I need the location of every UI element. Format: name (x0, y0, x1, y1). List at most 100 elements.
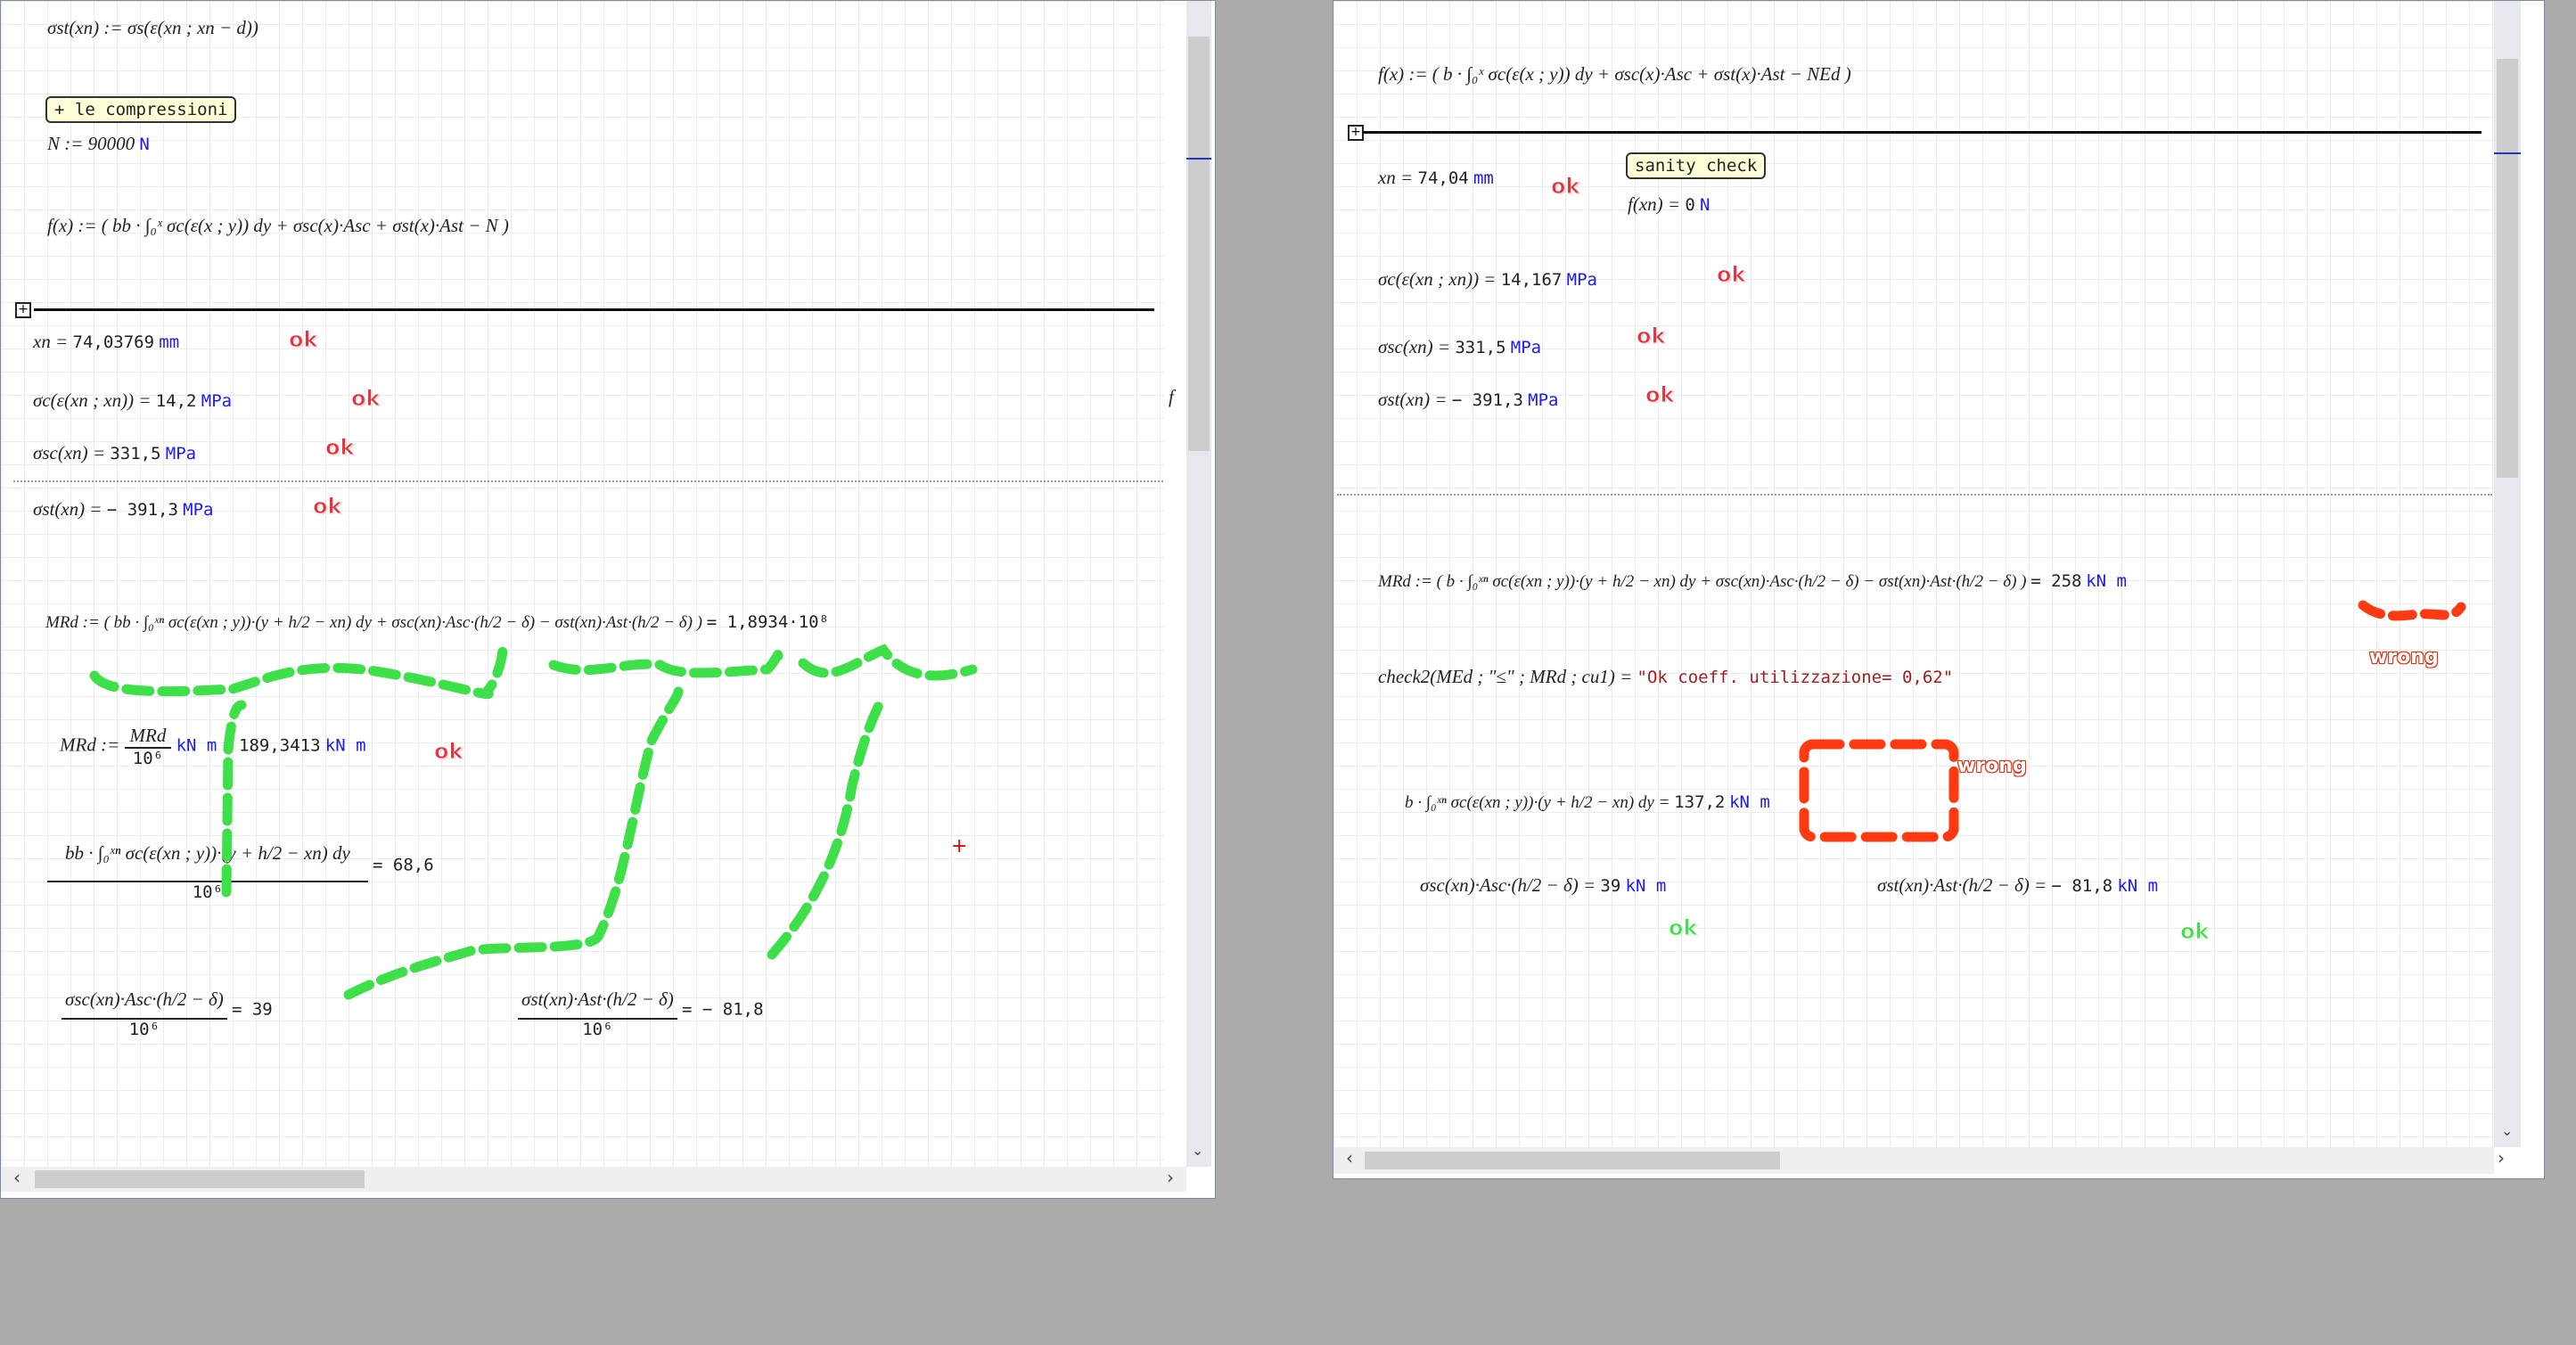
mrd-value: = 258 (2030, 571, 2082, 591)
left-worksheet[interactable]: σst(xn) := σs(ε(xn ; xn − d)) + le compr… (1, 1, 1164, 1167)
sc-term-value: = 39 (231, 999, 273, 1020)
page-marker (1186, 158, 1211, 160)
xn-unit: mm (1473, 168, 1494, 188)
mrd-conv-label: MRd := (60, 734, 120, 756)
mrd-definition[interactable]: MRd := ( bb · ∫₀ˣⁿ σc(ε(xn ; y))·(y + h/… (45, 612, 829, 633)
fxn-value: 0 (1685, 195, 1695, 215)
sigma-sc-result[interactable]: σsc(xn) = 331,5 MPa (33, 442, 196, 464)
ok-stamp-mrd: ok (433, 739, 464, 765)
scroll-down-arrow-icon[interactable]: ⌄ (2501, 1122, 2514, 1139)
sigma-st-label: σst(xn) = (33, 498, 107, 520)
mrd-definition[interactable]: MRd := ( b · ∫₀ˣⁿ σc(ε(xn ; y))·(y + h/2… (1378, 571, 2127, 592)
fraction-numerator: MRd (124, 725, 172, 749)
integral-term-fraction[interactable]: bb · ∫₀ˣⁿ σc(ε(xn ; y))·(y + h/2 − xn) d… (47, 830, 434, 902)
sigma-sc-result[interactable]: σsc(xn) = 331,5 MPa (1378, 336, 1541, 358)
sigma-st-label: σst(xn) = (1378, 389, 1452, 410)
mpa-unit: MPa (201, 391, 233, 411)
right-vertical-scroll-thumb[interactable] (2497, 59, 2518, 478)
mrd-conv-value: 189,3413 (239, 735, 321, 756)
sigma-c-value: 14,2 (155, 391, 197, 411)
xn-result[interactable]: xn = 74,04 mm (1378, 167, 1494, 189)
scroll-left-arrow-icon[interactable]: ‹ (13, 1167, 21, 1188)
ok-stamp-xn: ok (1550, 174, 1580, 200)
sigma-c-label: σc(ε(xn ; xn)) = (33, 390, 156, 411)
scroll-right-arrow-icon[interactable]: › (1167, 1167, 1174, 1188)
right-horizontal-scrollbar[interactable]: ‹ › (1333, 1147, 2505, 1174)
ok-stamp-sigma-st: ok (312, 494, 342, 520)
mpa-unit: MPa (1566, 270, 1597, 290)
scroll-right-arrow-icon[interactable]: › (2498, 1147, 2505, 1169)
note-sanity-check[interactable]: sanity check (1626, 152, 1767, 179)
st-term-value: = − 81,8 (682, 999, 764, 1020)
integral-term-expr: b · ∫₀ˣⁿ σc(ε(xn ; y))·(y + h/2 − xn) dy… (1405, 793, 1675, 812)
ok-stamp-sigma-sc: ok (1636, 324, 1666, 349)
right-worksheet[interactable]: f(x) := ( b · ∫₀ˣ σc(ε(x ; y)) dy + σsc(… (1333, 1, 2494, 1147)
integral-term[interactable]: b · ∫₀ˣⁿ σc(ε(xn ; y))·(y + h/2 − xn) dy… (1405, 792, 1770, 813)
fxn-result[interactable]: f(xn) = 0 N (1628, 193, 1710, 216)
st-term-fraction[interactable]: σst(xn)·Ast·(h/2 − δ) 10⁶ = − 81,8 (518, 981, 764, 1039)
wrong-stamp-integral: wrong (1957, 755, 2027, 777)
mrd-def-text: MRd := ( b · ∫₀ˣⁿ σc(ε(xn ; y))·(y + h/2… (1378, 572, 2027, 591)
xn-value: 74,03769 (72, 332, 155, 352)
scroll-down-arrow-icon[interactable]: ⌄ (1192, 1142, 1204, 1159)
f-definition[interactable]: f(x) := ( b · ∫₀ˣ σc(ε(x ; y)) dy + σsc(… (1378, 63, 1851, 85)
note-le-compressioni[interactable]: + le compressioni (45, 96, 237, 123)
integral-fraction: bb · ∫₀ˣⁿ σc(ε(xn ; y))·(y + h/2 − xn) d… (47, 830, 368, 902)
mrd-conversion[interactable]: MRd := MRd 10⁶ kN m = 189,3413 kN m (60, 725, 366, 768)
sigma-st-value: − 391,3 (1451, 390, 1523, 410)
knm-unit: kN m (324, 735, 366, 756)
ok-stamp-sigma-st: ok (1645, 382, 1675, 408)
check2-value: "Ok coeff. utilizzazione= 0,62" (1637, 668, 1954, 687)
right-vertical-scrollbar[interactable]: ⌄ (2494, 1, 2521, 1147)
fraction-numerator: σst(xn)·Ast·(h/2 − δ) (518, 981, 677, 1020)
sigma-st-result[interactable]: σst(xn) = − 391,3 MPa (1378, 389, 1559, 411)
sigma-sc-label: σsc(xn) = (33, 442, 111, 463)
sigma-c-result[interactable]: σc(ε(xn ; xn)) = 14,167 MPa (1378, 268, 1597, 291)
n-definition[interactable]: N := 90000 N (47, 133, 150, 155)
insertion-crosshair: + (951, 835, 968, 857)
mpa-unit: MPa (1528, 390, 1559, 410)
sc-term-fraction[interactable]: σsc(xn)·Asc·(h/2 − δ) 10⁶ = 39 (62, 981, 273, 1039)
left-horizontal-scrollbar[interactable]: ‹ › (1, 1167, 1186, 1192)
xn-value: 74,04 (1417, 168, 1469, 188)
mpa-unit: MPa (1510, 338, 1542, 357)
integral-term-value: = 68,6 (373, 855, 434, 875)
region-expand-icon[interactable]: + (15, 302, 31, 318)
xn-unit: mm (159, 332, 180, 352)
xn-label: xn = (33, 331, 73, 352)
fraction-denominator: 10⁶ (128, 1020, 160, 1039)
mpa-unit: MPa (183, 500, 214, 520)
region-divider (34, 308, 1154, 311)
check2-result[interactable]: check2(MEd ; "≤" ; MRd ; cu1) = "Ok coef… (1378, 666, 1953, 688)
mpa-unit: MPa (165, 444, 197, 463)
mrd-fraction: MRd 10⁶ (124, 725, 172, 768)
fraction-denominator: 10⁶ (192, 882, 224, 902)
f-definition[interactable]: f(x) := ( bb · ∫₀ˣ σc(ε(x ; y)) dy + σsc… (47, 215, 509, 236)
integral-term-value: 137,2 (1674, 792, 1726, 812)
region-expand-icon[interactable]: + (1348, 125, 1364, 141)
left-vertical-scrollbar[interactable]: ⌄ (1186, 1, 1211, 1167)
mrd-def-text: MRd := ( bb · ∫₀ˣⁿ σc(ε(xn ; y))·(y + h/… (45, 613, 703, 632)
left-worksheet-window: σst(xn) := σs(ε(xn ; xn − d)) + le compr… (0, 0, 1216, 1199)
left-vertical-scroll-thumb[interactable] (1188, 37, 1210, 451)
right-horizontal-scroll-thumb[interactable] (1365, 1152, 1780, 1169)
knm-unit: kN m (1729, 792, 1770, 812)
knm-unit: kN m (2086, 571, 2127, 591)
sigma-c-result[interactable]: σc(ε(xn ; xn)) = 14,2 MPa (33, 390, 232, 412)
left-horizontal-scroll-thumb[interactable] (35, 1170, 365, 1188)
check2-label: check2(MEd ; "≤" ; MRd ; cu1) = (1378, 666, 1637, 687)
fraction-numerator: σsc(xn)·Asc·(h/2 − δ) (62, 981, 227, 1020)
side-f-label: f (1169, 386, 1174, 407)
sigma-c-value: 14,167 (1500, 270, 1563, 290)
scroll-left-arrow-icon[interactable]: ‹ (1346, 1147, 1353, 1169)
sigma-st-definition[interactable]: σst(xn) := σs(ε(xn ; xn − d)) (47, 17, 258, 38)
sigma-sc-value: 331,5 (110, 444, 161, 463)
sc-term[interactable]: σsc(xn)·Asc·(h/2 − δ) = 39 kN m (1420, 874, 1666, 897)
ok-stamp-sigma-c: ok (1716, 262, 1746, 288)
xn-result[interactable]: xn = 74,03769 mm (33, 331, 179, 353)
sc-term-expr: σsc(xn)·Asc·(h/2 − δ) = (1420, 874, 1601, 896)
region-divider (1363, 131, 2482, 134)
sigma-st-result[interactable]: σst(xn) = − 391,3 MPa (33, 498, 214, 521)
n-def-text: N := 90000 (47, 133, 135, 154)
st-term[interactable]: σst(xn)·Ast·(h/2 − δ) = − 81,8 kN m (1877, 874, 2158, 897)
